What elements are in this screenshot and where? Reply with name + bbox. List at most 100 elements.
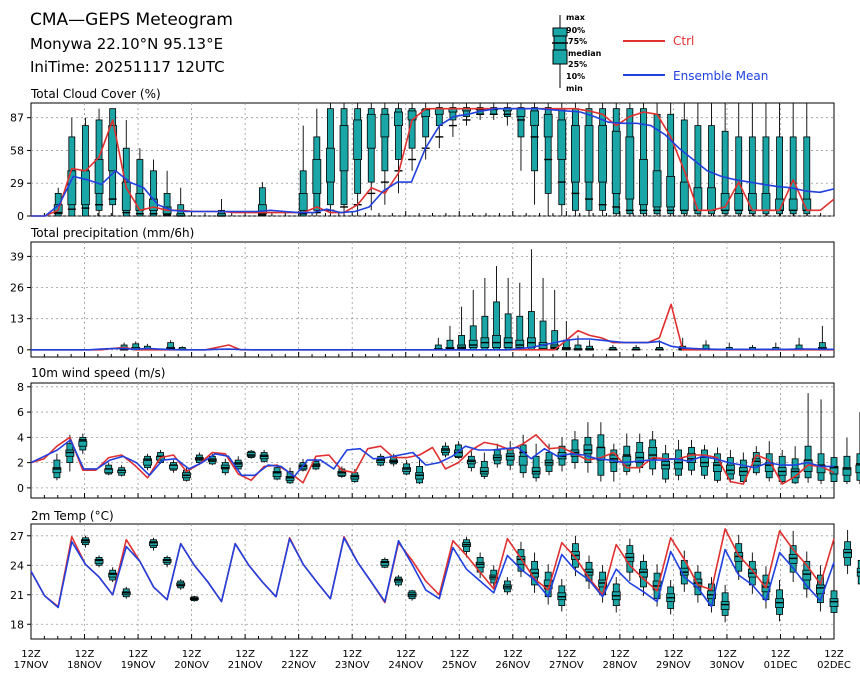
legend-label-p25: 25% xyxy=(568,60,587,69)
y-tick-label: 4 xyxy=(17,431,24,444)
box-temp xyxy=(394,575,403,587)
box-inner xyxy=(468,339,478,348)
box-inner xyxy=(557,119,567,160)
box-temp xyxy=(176,579,186,590)
y-tick-label: 29 xyxy=(10,177,24,190)
legend-label-p90: 90% xyxy=(566,26,585,35)
box-precip xyxy=(515,282,525,351)
box-outer xyxy=(544,107,552,194)
y-tick-label: 0 xyxy=(17,210,24,223)
box-inner xyxy=(788,198,798,211)
box-inner xyxy=(598,125,608,183)
panel-title-precip: Total precipitation (mm/6h) xyxy=(30,226,194,240)
box-temp xyxy=(121,586,131,599)
y-tick-label: 13 xyxy=(10,313,24,326)
box-inner xyxy=(380,113,390,138)
box-temp xyxy=(543,564,553,605)
x-tick-label-hour: 12Z xyxy=(128,649,148,660)
box-cloud xyxy=(693,103,703,216)
x-tick-label-hour: 12Z xyxy=(289,649,309,660)
box-wind xyxy=(713,447,722,483)
box-temp xyxy=(625,538,635,582)
x-tick-label-date: 27NOV xyxy=(549,660,584,671)
box-inner xyxy=(149,541,158,547)
x-axis-labels: 12Z17NOV12Z18NOV12Z19NOV12Z20NOV12Z21NOV… xyxy=(14,649,851,671)
box-temp xyxy=(815,565,825,612)
y-tick-label: 58 xyxy=(10,144,24,157)
box-inner xyxy=(747,192,757,211)
box-precip xyxy=(538,277,548,351)
box-wind xyxy=(220,458,230,476)
box-outer xyxy=(517,107,525,138)
box-inner xyxy=(257,204,267,215)
box-outer xyxy=(735,136,743,215)
box-wind xyxy=(466,451,476,472)
box-cloud xyxy=(584,103,594,216)
box-cloud xyxy=(571,103,580,216)
box-inner xyxy=(81,170,90,206)
box-inner xyxy=(326,147,335,183)
init-time-label: IniTime: 20251117 12UTC xyxy=(30,58,225,76)
box-inner xyxy=(518,455,528,466)
box-wind xyxy=(803,393,813,483)
box-precip xyxy=(445,325,455,351)
box-temp xyxy=(462,536,471,558)
box-temp xyxy=(108,567,118,582)
box-cloud xyxy=(557,103,567,216)
box-outer xyxy=(803,136,811,215)
box-cloud xyxy=(598,103,608,216)
box-cloud xyxy=(666,103,676,216)
x-tick-label-hour: 12Z xyxy=(503,649,523,660)
box-inner xyxy=(571,125,580,183)
box-outer xyxy=(680,119,688,215)
box-wind xyxy=(700,444,709,480)
panel-frame-precip xyxy=(30,241,835,358)
box-cloud xyxy=(462,103,471,126)
legend-box-upper xyxy=(552,27,568,37)
box-wind xyxy=(492,443,502,468)
chart-title: CMA—GEPS Meteogram xyxy=(30,10,233,30)
mean-line-temp xyxy=(30,536,835,609)
x-tick-label-hour: 12Z xyxy=(342,649,362,660)
box-inner xyxy=(353,119,363,160)
x-tick-label-hour: 12Z xyxy=(717,649,737,660)
box-inner xyxy=(625,136,635,200)
box-inner xyxy=(94,159,104,194)
box-outer xyxy=(532,455,540,479)
box-precip xyxy=(561,321,571,351)
box-outer xyxy=(667,113,675,215)
box-temp xyxy=(843,529,853,575)
box-precip xyxy=(794,337,804,351)
box-cloud xyxy=(734,103,744,216)
box-wind xyxy=(272,465,282,481)
box-inner xyxy=(707,187,716,211)
x-tick-label-date: 18NOV xyxy=(67,660,102,671)
box-precip xyxy=(492,265,501,351)
panel-precip: Total precipitation (mm/6h) 0 13 26 39 xyxy=(10,226,835,358)
y-tick-label: 87 xyxy=(10,112,24,125)
box-inner xyxy=(666,176,676,208)
x-tick-label-date: 29NOV xyxy=(656,660,691,671)
box-cloud xyxy=(67,117,77,217)
box-cloud xyxy=(366,103,376,211)
legend-box-lower xyxy=(552,49,568,65)
box-precip xyxy=(166,340,176,351)
box-inner xyxy=(515,339,525,348)
box-temp xyxy=(475,552,485,579)
box-inner xyxy=(108,125,118,172)
y-tick-label: 6 xyxy=(17,406,24,419)
box-cloud xyxy=(407,103,417,171)
box-outer xyxy=(449,107,457,121)
box-inner xyxy=(143,458,152,466)
x-tick-label-date: 28NOV xyxy=(602,660,637,671)
box-cloud xyxy=(720,103,730,216)
box-wind xyxy=(531,443,541,482)
box-inner xyxy=(842,467,852,476)
box-cloud xyxy=(747,103,757,216)
legend-mean-label: Ensemble Mean xyxy=(673,69,768,83)
box-wind xyxy=(182,467,191,482)
box-inner xyxy=(802,569,812,581)
box-precip xyxy=(480,277,490,351)
box-cloud xyxy=(353,103,363,216)
y-tick-label: 21 xyxy=(10,589,24,602)
